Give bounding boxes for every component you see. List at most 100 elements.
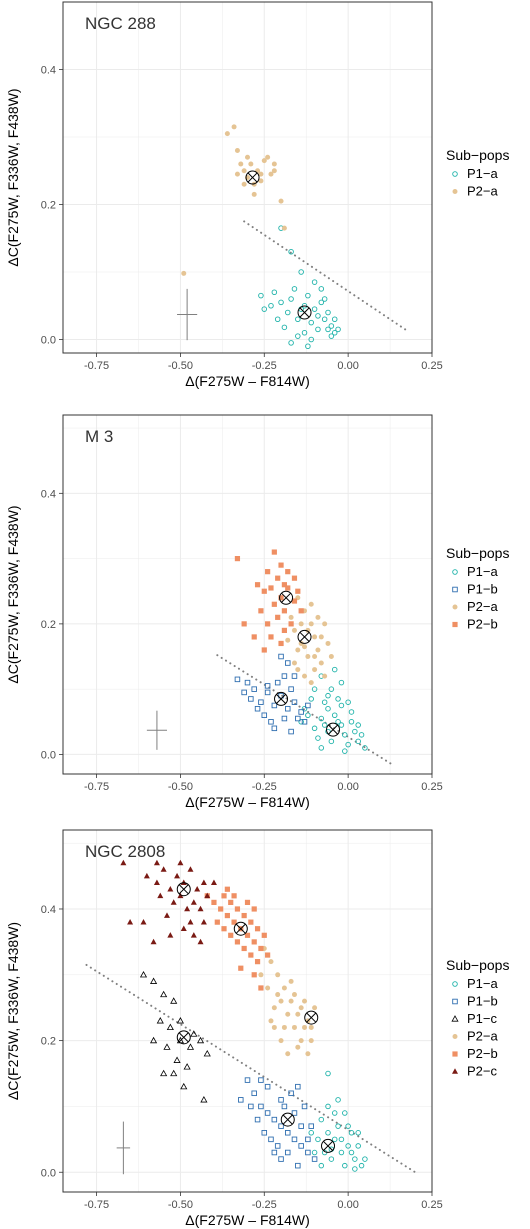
data-point-p1-b <box>281 673 288 679</box>
trend-line <box>243 220 407 331</box>
data-point-p2-b <box>231 919 237 925</box>
data-point-p1-c <box>200 1096 208 1103</box>
y-axis-title: ΔC(F275W, F336W, F438W) <box>5 505 21 683</box>
data-point-p1-b <box>271 725 278 732</box>
legend-key-p2-b <box>452 1051 458 1057</box>
data-point-p1-b <box>264 683 271 689</box>
centroid-circle <box>297 305 312 320</box>
data-point-p1-b <box>288 686 294 692</box>
data-point-p1-b <box>301 719 308 725</box>
data-point-p1-b <box>298 709 304 715</box>
centroid-icon <box>245 170 260 185</box>
data-point-p2-b <box>268 634 274 640</box>
legend: Sub−pops P1−a P2−a <box>446 147 509 199</box>
data-point-p1-a <box>325 309 331 316</box>
data-point-p1-a <box>355 1130 361 1136</box>
data-point-p2-b <box>285 585 291 591</box>
data-point-p2-b <box>281 627 287 633</box>
legend-item: P2−a <box>452 599 498 614</box>
data-point-p2-b <box>285 569 291 575</box>
legend-title: Sub−pops <box>446 957 509 973</box>
data-point-p1-a <box>331 1110 338 1116</box>
data-point-p2-c <box>200 918 207 925</box>
legend-key-p2-b <box>452 621 458 628</box>
data-point-p2-b <box>218 906 224 912</box>
centroid-icon <box>274 691 289 706</box>
data-point-p2-a <box>298 1005 304 1011</box>
data-point-p1-a <box>318 1116 325 1123</box>
data-point-p1-b <box>271 1116 278 1123</box>
legend-key-p2-a <box>452 604 458 610</box>
data-point-p1-b <box>244 1077 251 1083</box>
data-point-p1-b <box>295 715 301 722</box>
data-point-p1-b <box>295 1083 301 1090</box>
data-point-p1-a <box>301 330 308 336</box>
data-point-p2-b <box>248 919 254 925</box>
data-point-p1-b <box>251 686 257 692</box>
data-point-p2-c <box>190 932 197 938</box>
data-point-p2-b <box>298 608 304 614</box>
data-point-p2-b <box>244 899 251 905</box>
data-point-p2-c <box>143 872 150 879</box>
data-point-p2-a <box>315 614 321 620</box>
legend-item: P1−a <box>452 976 498 991</box>
x-axis-title: Δ(F275W – F814W) <box>185 373 310 389</box>
data-point-p1-b <box>241 689 247 696</box>
x-tick-label: 0.25 <box>421 360 442 372</box>
centroid-icon <box>297 629 312 644</box>
legend: Sub−pops P1−a P1−b P2−a P2−b <box>446 545 509 632</box>
data-point-p1-c <box>170 1069 178 1077</box>
data-point-p1-a <box>352 1156 358 1162</box>
x-tick-label: -0.50 <box>168 781 193 793</box>
data-point-p1-b <box>291 699 298 705</box>
data-point-p2-a <box>315 647 321 653</box>
data-point-p1-b <box>261 1130 268 1136</box>
data-point-p2-b <box>211 899 217 905</box>
centroid-cross <box>328 724 338 735</box>
x-axis-title: Δ(F275W – F814W) <box>185 1212 310 1228</box>
centroid-cross <box>282 1114 293 1125</box>
data-point-p1-b <box>281 715 288 722</box>
data-point-p2-b <box>271 549 277 555</box>
data-point-p1-a <box>355 722 361 728</box>
centroid-icon <box>321 1138 336 1153</box>
data-point-p1-a <box>278 299 284 306</box>
data-point-p1-a <box>274 316 281 323</box>
panel-border <box>62 414 433 775</box>
data-point-p1-a <box>301 303 308 309</box>
data-point-p1-b <box>285 1130 291 1136</box>
data-point-p1-b <box>258 1103 264 1110</box>
y-tick-label: 0.2 <box>41 1036 56 1048</box>
data-point-p2-a <box>291 1024 297 1030</box>
data-point-p2-a <box>325 640 331 646</box>
data-point-p1-a <box>348 1130 355 1136</box>
centroid-cross <box>306 1012 317 1023</box>
data-point-p1-a <box>331 330 338 336</box>
data-point-p2-a <box>241 168 247 174</box>
series-p1-c <box>139 970 211 1103</box>
centroid-cross <box>247 172 258 183</box>
data-point-p2-b <box>251 906 257 912</box>
x-tick-label: 0.25 <box>421 781 442 793</box>
data-point-p2-b <box>261 588 267 594</box>
data-point-p1-c <box>160 990 168 998</box>
data-point-p2-b <box>271 601 277 607</box>
data-point-p1-b <box>278 1123 284 1129</box>
data-point-p1-a <box>331 1136 338 1143</box>
data-point-p1-c <box>183 1063 191 1070</box>
legend-item: P1−a <box>452 564 498 579</box>
centroid-icon <box>233 921 248 936</box>
legend-key-p1-b <box>452 998 458 1005</box>
panel-title: NGC 288 <box>85 14 156 33</box>
data-point-p1-a <box>328 686 335 692</box>
centroid-cross <box>299 307 310 318</box>
data-point-p2-b <box>251 939 257 945</box>
data-point-p2-c <box>177 859 184 866</box>
data-point-p1-a <box>355 738 361 745</box>
data-point-p1-a <box>258 292 264 299</box>
data-point-p2-c <box>190 899 197 905</box>
x-tick-label: -0.75 <box>84 1199 109 1211</box>
data-point-p2-a <box>298 621 304 627</box>
data-point-p2-a <box>281 985 287 991</box>
data-point-p1-a <box>345 1143 351 1149</box>
